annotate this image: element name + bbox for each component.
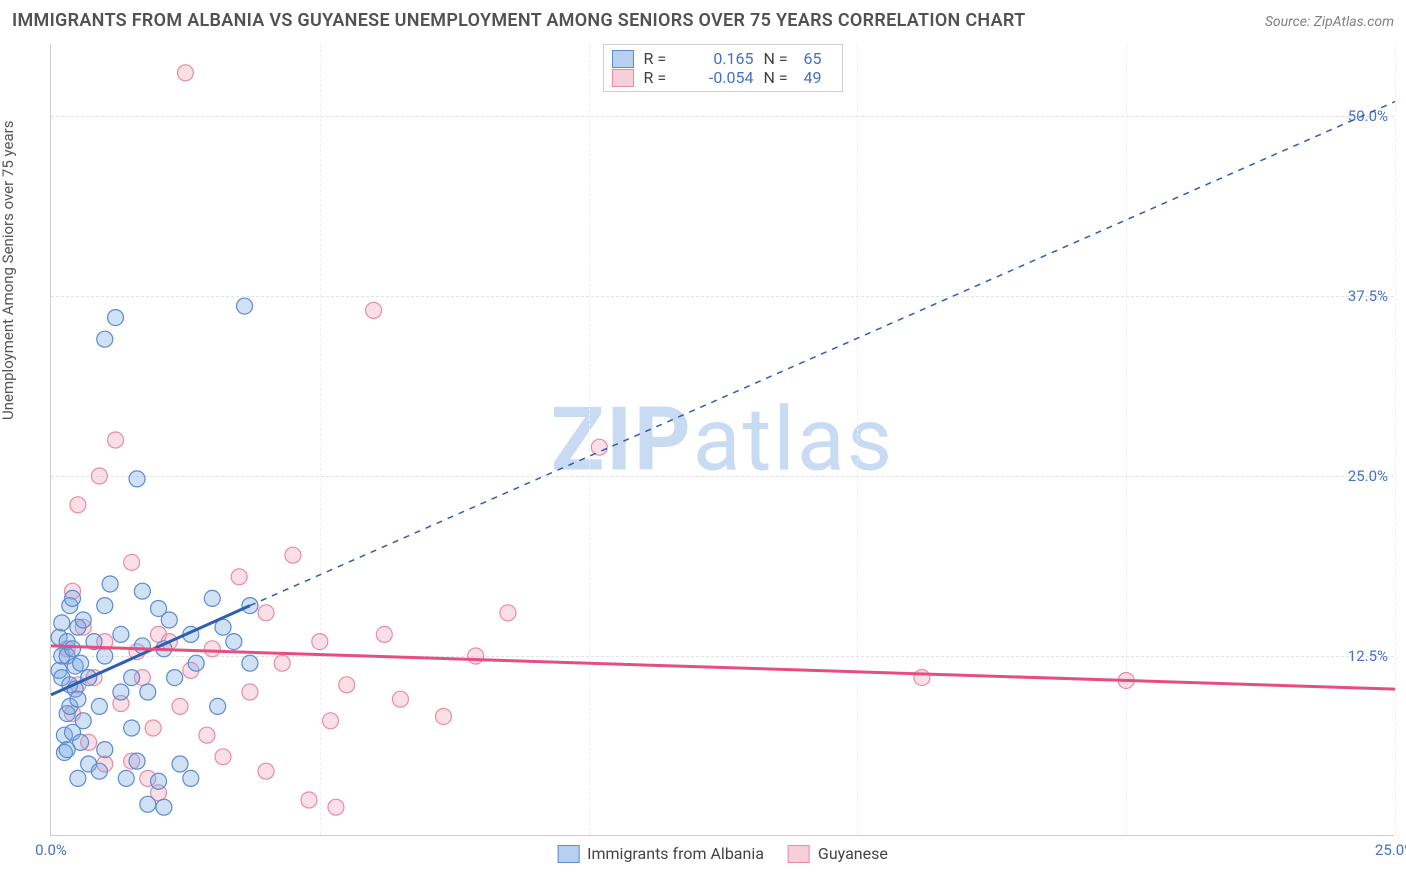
swatch-guyanese [612, 69, 634, 87]
r-value-albania: 0.165 [684, 49, 754, 68]
legend-label-albania: Immigrants from Albania [587, 844, 764, 863]
y-axis-label: Unemployment Among Seniors over 75 years [0, 121, 17, 420]
r-label: R = [644, 49, 674, 68]
legend-label-guyanese: Guyanese [818, 844, 888, 863]
legend-row-albania: R = 0.165 N = 65 [612, 49, 834, 68]
r-label: R = [644, 68, 674, 87]
n-value-albania: 65 [804, 49, 834, 68]
r-value-guyanese: -0.054 [684, 68, 754, 87]
correlation-legend: R = 0.165 N = 65 R = -0.054 N = 49 [603, 44, 843, 92]
n-value-guyanese: 49 [804, 68, 834, 87]
swatch-guyanese-icon [788, 845, 810, 863]
legend-item-guyanese: Guyanese [788, 844, 888, 863]
source-label: Source: [1265, 14, 1310, 30]
scatter-plot-svg [51, 44, 1394, 835]
source-attribution: Source: ZipAtlas.com [1265, 14, 1394, 30]
correlation-chart: ZIPatlas 12.5%25.0%37.5%50.0%0.0%25.0% R… [50, 44, 1394, 836]
n-label: N = [764, 68, 794, 87]
legend-row-guyanese: R = -0.054 N = 49 [612, 68, 834, 87]
swatch-albania [612, 50, 634, 68]
page-title: IMMIGRANTS FROM ALBANIA VS GUYANESE UNEM… [12, 10, 1025, 31]
legend-item-albania: Immigrants from Albania [557, 844, 764, 863]
x-tick-label: 25.0% [1375, 841, 1406, 859]
swatch-albania-icon [557, 845, 579, 863]
x-tick-label: 0.0% [35, 841, 67, 859]
source-value: ZipAtlas.com [1314, 14, 1394, 30]
series-legend: Immigrants from Albania Guyanese [557, 844, 888, 863]
n-label: N = [764, 49, 794, 68]
